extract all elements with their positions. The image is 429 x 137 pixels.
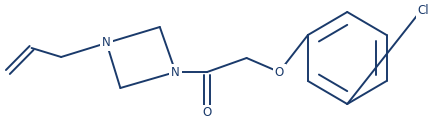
Text: N: N bbox=[171, 65, 180, 79]
Text: O: O bbox=[275, 65, 284, 79]
Text: N: N bbox=[102, 36, 111, 49]
Text: O: O bbox=[202, 106, 212, 119]
Text: Cl: Cl bbox=[417, 5, 429, 18]
